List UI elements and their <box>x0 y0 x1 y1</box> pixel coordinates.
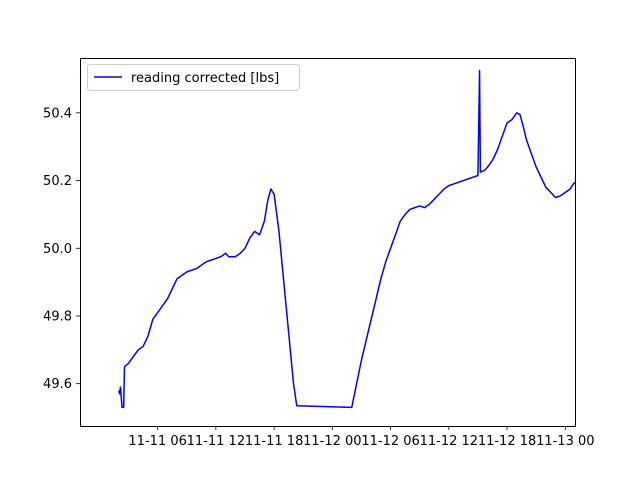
x-tick-label: 11-12 06 <box>361 434 419 449</box>
x-tick-label: 11-11 06 <box>128 434 186 449</box>
axes-frame <box>80 58 576 427</box>
x-axis: 11-11 06 11-11 12 11-11 18 11-12 00 11-12 06… <box>128 426 595 449</box>
y-tick-label: 49.8 <box>43 309 72 324</box>
y-tick-label: 50.0 <box>43 242 72 257</box>
x-tick-label: 11-12 18 <box>478 434 536 449</box>
legend-box <box>87 64 300 91</box>
x-tick-label: 11-12 12 <box>420 434 478 449</box>
y-tick-label: 49.6 <box>43 377 72 392</box>
x-tick-label: 11-11 12 <box>187 434 245 449</box>
y-tick-label: 50.2 <box>43 174 72 189</box>
x-tick-label: 11-12 00 <box>303 434 361 449</box>
x-tick-label: 11-13 00 <box>536 434 594 449</box>
plot-area <box>118 69 576 409</box>
legend-label: reading corrected [lbs] <box>131 71 279 86</box>
legend: reading corrected [lbs] <box>87 64 300 91</box>
y-tick-label: 50.4 <box>43 106 72 121</box>
y-axis: 49.6 49.8 50.0 50.2 50.4 <box>43 106 80 392</box>
x-tick-label: 11-11 18 <box>245 434 303 449</box>
series-line-0 <box>118 69 576 409</box>
